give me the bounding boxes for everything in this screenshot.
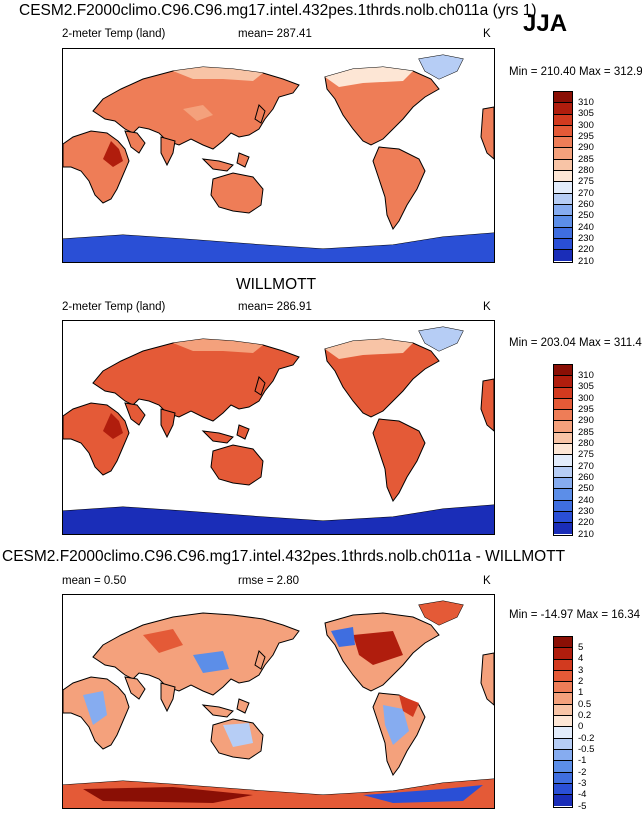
- panel3-rmse: rmse = 2.80: [238, 575, 300, 587]
- panel2-colorbar: [553, 364, 573, 536]
- land-fill: [63, 54, 494, 262]
- diff-aus-neg: [223, 723, 253, 747]
- diff-asia-neg: [193, 651, 229, 673]
- cbar2-tick: 290: [578, 415, 594, 426]
- diff-sa-pos: [399, 695, 419, 717]
- panel3-title: CESM2.F2000climo.C96.C96.mg17.intel.432p…: [2, 548, 566, 565]
- cbar1-tick: 295: [578, 131, 594, 142]
- cbar2-tick: 280: [578, 438, 594, 449]
- land-fill: [63, 326, 494, 534]
- antarctica-cold: [63, 505, 494, 534]
- diff-greenland: [419, 601, 463, 625]
- cbar3-tick: -0.2: [578, 733, 595, 744]
- panel3-map-svg: [63, 600, 494, 808]
- panel1-range: Min = 210.40 Max = 312.98: [509, 66, 642, 78]
- cbar2-tick: 210: [578, 529, 594, 540]
- cbar1-tick: 240: [578, 222, 594, 233]
- land-fill: [63, 600, 494, 808]
- siberia-mild: [173, 67, 263, 81]
- cbar2-tick: 295: [578, 404, 594, 415]
- cbar1-tick: 300: [578, 120, 594, 131]
- diff-africa-neg: [83, 691, 107, 725]
- panel2-title: WILLMOTT: [236, 276, 317, 293]
- cbar3-tick: 2: [578, 676, 584, 687]
- cbar1-tick: 270: [578, 188, 594, 199]
- cbar3-tick: 0.2: [578, 710, 592, 721]
- cbar2-tick: 310: [578, 370, 594, 381]
- cbar1-tick: 275: [578, 176, 594, 187]
- panel3-range: Min = -14.97 Max = 16.34: [509, 609, 641, 621]
- panel1-colorbar: [553, 91, 573, 263]
- diff-asia-pos: [143, 629, 183, 653]
- cbar3-tick: 0: [578, 721, 584, 732]
- cbar2-tick: 250: [578, 483, 594, 494]
- cbar3-tick: -4: [578, 789, 587, 800]
- cbar3-tick: 5: [578, 642, 584, 653]
- cbar3-tick: 0.5: [578, 699, 592, 710]
- cbar3-tick: -2: [578, 767, 587, 778]
- greenland-cool: [419, 327, 463, 351]
- panel2-mean: mean= 286.91: [238, 301, 312, 313]
- cbar1-tick: 210: [578, 256, 594, 267]
- diff-antarctica-hot: [83, 787, 253, 803]
- cbar1-tick: 310: [578, 97, 594, 108]
- cbar1-tick: 305: [578, 108, 594, 119]
- arctic-na-mild: [325, 67, 413, 87]
- panel3-units: K: [483, 575, 491, 587]
- cbar1-tick: 230: [578, 233, 594, 244]
- panel2-variable: 2-meter Temp (land): [62, 301, 166, 313]
- arctic-na-mild: [325, 339, 413, 359]
- cbar1-tick: 285: [578, 154, 594, 165]
- panel1-units: K: [483, 28, 491, 40]
- panel1-mean: mean= 287.41: [238, 28, 312, 40]
- diff-antarctica-cold: [363, 785, 483, 803]
- panel2-range: Min = 203.04 Max = 311.42: [509, 337, 642, 349]
- cbar1-tick: 290: [578, 142, 594, 153]
- cbar2-tick: 275: [578, 449, 594, 460]
- cbar1-tick: 280: [578, 165, 594, 176]
- siberia-mild: [173, 339, 263, 353]
- panel1-variable: 2-meter Temp (land): [62, 28, 166, 40]
- cbar2-tick: 300: [578, 393, 594, 404]
- diff-sa-neg: [383, 705, 409, 745]
- cbar2-tick: 270: [578, 461, 594, 472]
- panel2-units: K: [483, 301, 491, 313]
- cbar2-tick: 260: [578, 472, 594, 483]
- sahara-hot: [103, 141, 123, 167]
- cbar2-tick: 220: [578, 517, 594, 528]
- cbar2-tick: 240: [578, 495, 594, 506]
- cbar1-tick: 220: [578, 244, 594, 255]
- cbar3-tick: -3: [578, 778, 587, 789]
- antarctica-cold: [63, 233, 494, 262]
- panel1-map: [62, 48, 495, 263]
- season-label: JJA: [523, 10, 568, 37]
- cbar1-tick: 260: [578, 199, 594, 210]
- panel3-colorbar: [553, 636, 573, 808]
- sahara-hot: [103, 413, 123, 439]
- cbar2-tick: 305: [578, 381, 594, 392]
- panel1-title: CESM2.F2000climo.C96.C96.mg17.intel.432p…: [19, 2, 537, 19]
- cbar3-tick: -0.5: [578, 744, 595, 755]
- panel2-map-svg: [63, 326, 494, 534]
- cbar3-tick: 3: [578, 665, 584, 676]
- panel2-map: [62, 320, 495, 535]
- tibet-cool: [183, 105, 213, 121]
- cbar3-tick: -1: [578, 755, 587, 766]
- cbar3-tick: 1: [578, 687, 584, 698]
- cbar3-tick: 4: [578, 653, 584, 664]
- cbar3-tick: -5: [578, 801, 587, 812]
- panel1-map-svg: [63, 54, 494, 262]
- diff-na-pos: [353, 631, 403, 665]
- panel3-map: [62, 594, 495, 809]
- greenland-cool: [419, 55, 463, 79]
- cbar2-tick: 230: [578, 506, 594, 517]
- cbar1-tick: 250: [578, 210, 594, 221]
- panel3-mean: mean = 0.50: [62, 575, 127, 587]
- cbar2-tick: 285: [578, 427, 594, 438]
- diff-na-neg: [331, 627, 355, 647]
